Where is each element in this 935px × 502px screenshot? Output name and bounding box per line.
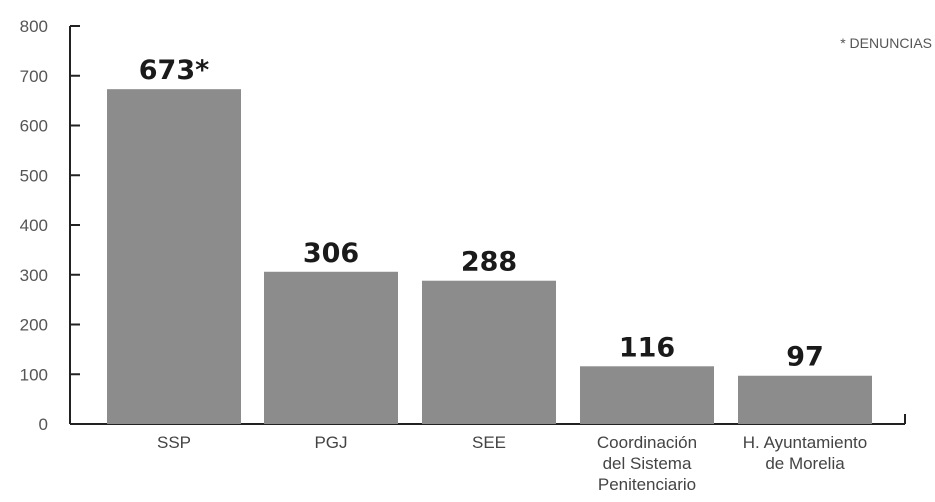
category-label-line: Coordinación (597, 433, 697, 452)
category-labels: SSP PGJ SEE Coordinación del Sistema Penitenc… (157, 433, 867, 494)
bar (422, 280, 556, 424)
y-tick-label: 600 (20, 117, 48, 136)
category-label-line: PGJ (314, 433, 347, 452)
data-label: 288 (461, 247, 517, 278)
y-tick-label: 500 (20, 166, 48, 185)
category-label-line: del Sistema (603, 454, 692, 473)
category-label: Coordinación del Sistema Penitenciario (597, 433, 697, 494)
category-label: SSP (157, 433, 191, 452)
y-tick-label: 100 (20, 365, 48, 384)
category-label-line: SEE (472, 433, 506, 452)
category-label-line: Penitenciario (598, 475, 696, 494)
category-label: SEE (472, 433, 506, 452)
data-label: 116 (619, 332, 675, 363)
annotation-note: * DENUNCIAS (840, 35, 932, 51)
y-tick-label: 400 (20, 216, 48, 235)
category-label-line: SSP (157, 433, 191, 452)
category-label: H. Ayuntamiento de Morelia (743, 433, 867, 473)
data-label: 97 (786, 342, 824, 373)
category-label: PGJ (314, 433, 347, 452)
data-label: 306 (303, 238, 359, 269)
category-label-line: de Morelia (765, 454, 845, 473)
y-tick-label: 700 (20, 67, 48, 86)
y-tick-label: 0 (39, 415, 48, 434)
bar (107, 89, 241, 425)
data-label: 673* (139, 55, 209, 86)
value-labels: 673* 306 288 116 97 (139, 55, 824, 373)
y-axis-ticks: 0 100 200 300 400 500 600 700 800 (20, 17, 80, 434)
bar (738, 375, 872, 424)
chart-bars (107, 89, 872, 425)
y-tick-label: 200 (20, 316, 48, 335)
bar (580, 366, 714, 424)
y-tick-label: 800 (20, 17, 48, 36)
category-label-line: H. Ayuntamiento (743, 433, 867, 452)
y-tick-label: 300 (20, 266, 48, 285)
bar (264, 271, 398, 424)
